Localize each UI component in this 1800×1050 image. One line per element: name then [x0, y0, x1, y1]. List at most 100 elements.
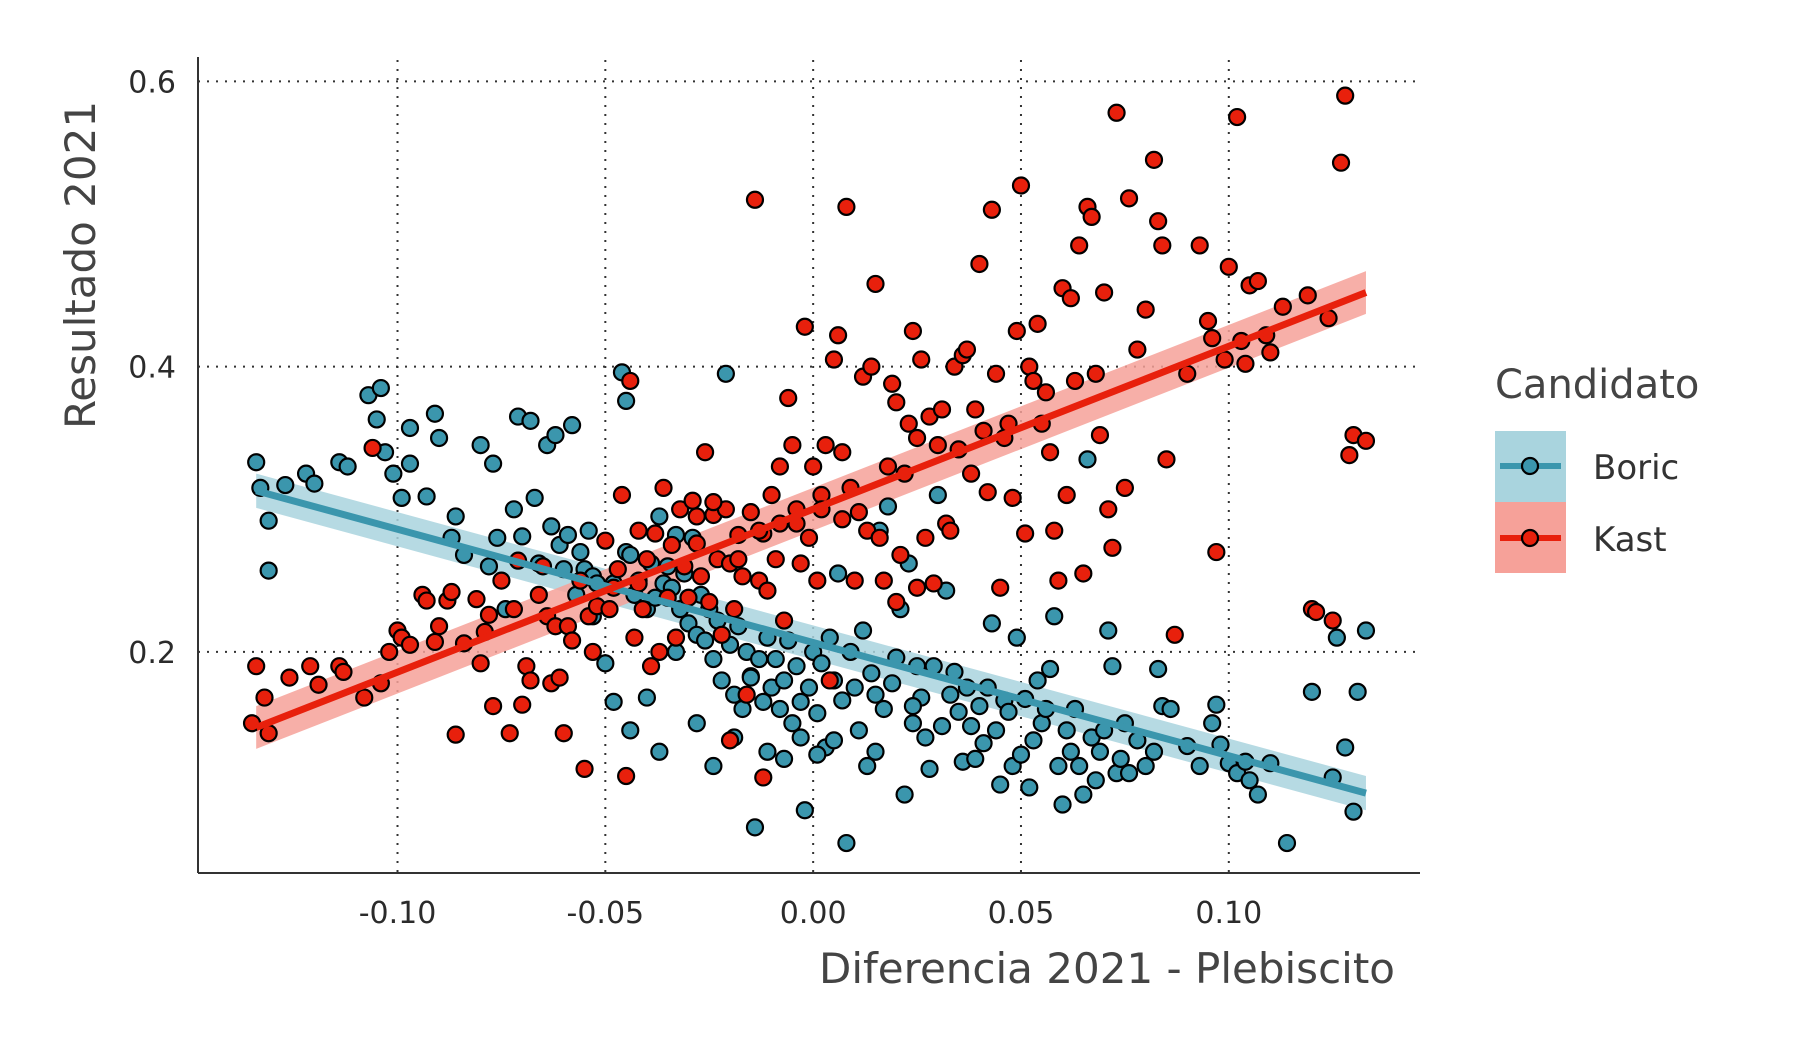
kast-point	[467, 590, 486, 609]
kast-point	[957, 340, 977, 359]
boric-point	[384, 464, 403, 483]
boric-point	[305, 474, 324, 493]
kast-point	[903, 321, 923, 341]
kast-point	[754, 768, 773, 787]
boric-point	[866, 685, 885, 704]
boric-point	[903, 714, 923, 733]
kast-point	[924, 574, 943, 593]
kast-point	[429, 617, 449, 636]
kast-point	[521, 671, 540, 690]
kast-point	[417, 591, 436, 610]
boric-point	[741, 668, 760, 687]
boric-point	[808, 704, 827, 723]
boric-point	[247, 453, 266, 472]
kast-point	[400, 635, 420, 654]
fit-lines	[254, 289, 1368, 797]
boric-point	[970, 697, 989, 716]
boric-point	[1149, 659, 1168, 679]
kast-point	[363, 438, 382, 458]
kast-point	[1190, 236, 1209, 255]
boric-point	[895, 785, 914, 804]
boric-point	[1090, 742, 1110, 761]
kast-point	[529, 585, 548, 604]
boric-point	[604, 692, 623, 711]
kast-point	[849, 503, 868, 522]
kast-point	[1198, 311, 1218, 331]
kast-point	[1065, 371, 1085, 391]
boric-point	[986, 721, 1006, 740]
kast-point	[1082, 207, 1101, 226]
boric-point	[837, 833, 856, 853]
boric-point	[579, 521, 598, 540]
boric-point	[400, 418, 420, 438]
kast-point	[1157, 450, 1176, 469]
kast-point	[1149, 212, 1168, 231]
boric-point	[966, 749, 985, 768]
boric-point	[1111, 749, 1130, 768]
boric-point	[745, 818, 765, 837]
boric-point	[874, 699, 893, 719]
boric-point	[1103, 657, 1122, 676]
kast-point	[1128, 340, 1147, 359]
kast-point	[471, 654, 490, 673]
kast-fit-line	[254, 289, 1368, 731]
boric-point	[770, 699, 790, 719]
kast-point	[729, 550, 748, 569]
kast-point	[334, 662, 353, 681]
boric-point	[687, 714, 706, 733]
kast-point	[1036, 383, 1056, 402]
kast-point	[928, 436, 947, 455]
kast-point	[820, 671, 839, 690]
boric-point	[1136, 756, 1155, 776]
boric-point	[542, 517, 561, 536]
boric-point	[596, 654, 615, 673]
kast-point	[255, 688, 274, 707]
kast-point	[247, 657, 266, 676]
boric-point	[928, 485, 947, 505]
kast-point	[1016, 524, 1035, 543]
kast-point	[1107, 103, 1126, 122]
kast-point	[737, 685, 756, 704]
kast-point	[600, 600, 619, 619]
boric-point	[425, 404, 445, 423]
kast-point	[982, 200, 1001, 219]
kast-point	[479, 605, 499, 624]
boric-point	[558, 525, 578, 545]
kast-point	[978, 483, 997, 502]
kast-point	[666, 628, 686, 647]
boric-point	[704, 649, 723, 669]
kast-point	[866, 274, 885, 294]
boric-point	[504, 500, 523, 519]
boric-point	[479, 557, 499, 576]
kast-point	[1003, 488, 1022, 507]
kast-point	[970, 254, 989, 274]
boric-point	[1011, 745, 1031, 764]
kast-point	[700, 592, 719, 612]
kast-point	[808, 571, 827, 590]
kast-point	[725, 600, 744, 619]
kast-point	[1215, 350, 1234, 369]
kast-point	[991, 578, 1010, 597]
boric-point	[1248, 785, 1267, 804]
kast-point	[1331, 153, 1351, 172]
kast-point	[745, 190, 765, 209]
kast-point	[562, 631, 582, 650]
boric-point	[338, 457, 357, 476]
kast-point	[828, 326, 848, 345]
boric-point	[1099, 621, 1118, 640]
kast-point	[874, 571, 893, 590]
kast-point	[891, 545, 910, 565]
kast-point	[966, 400, 985, 419]
boric-point	[766, 649, 785, 669]
kast-point	[1273, 297, 1292, 316]
tick-labels: -0.10 -0.05 0.00 0.05 0.10 0.2 0.4 0.6	[128, 65, 1262, 931]
kast-point	[1040, 443, 1060, 462]
boric-point	[259, 511, 278, 530]
kast-point	[1090, 426, 1110, 445]
boric-point	[621, 721, 640, 740]
kast-point	[862, 357, 881, 376]
kast-point	[762, 485, 781, 505]
kast-point	[504, 600, 523, 619]
kast-point	[795, 317, 814, 336]
kast-point	[1011, 176, 1031, 195]
